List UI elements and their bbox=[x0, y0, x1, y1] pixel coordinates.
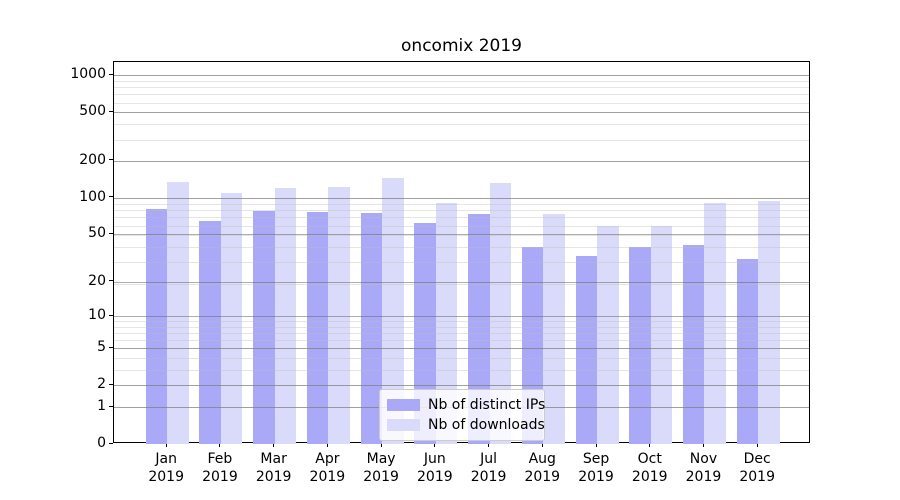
bar-nb-of-distinct-ips-jul-2019 bbox=[468, 213, 490, 444]
bar-nb-of-distinct-ips-nov-2019 bbox=[682, 244, 705, 444]
legend-swatch-downloads-icon bbox=[387, 419, 420, 431]
x-tick-label-feb-2019: Feb 2019 bbox=[202, 451, 238, 485]
y-tick-label-10: 10 bbox=[88, 307, 106, 324]
y-tick-mark-1000 bbox=[109, 73, 113, 75]
x-tick-mark-dec-2019 bbox=[756, 443, 758, 447]
legend-swatch-distinct-ips-icon bbox=[387, 399, 420, 411]
x-tick-mark-jan-2019 bbox=[165, 443, 167, 447]
y-tick-mark-200 bbox=[109, 159, 113, 161]
x-tick-label-sep-2019: Sep 2019 bbox=[578, 451, 614, 485]
x-tick-mark-nov-2019 bbox=[702, 443, 704, 447]
y-tick-label-2: 2 bbox=[97, 376, 106, 393]
bar-nb-of-distinct-ips-mar-2019 bbox=[253, 210, 275, 444]
bar-nb-of-downloads-mar-2019 bbox=[274, 188, 297, 444]
y-tick-mark-20 bbox=[109, 280, 113, 282]
x-tick-mark-jun-2019 bbox=[434, 443, 436, 447]
x-tick-mark-feb-2019 bbox=[219, 443, 221, 447]
y-tick-label-20: 20 bbox=[88, 272, 106, 289]
x-tick-label-oct-2019: Oct 2019 bbox=[631, 451, 668, 485]
bar-nb-of-distinct-ips-apr-2019 bbox=[306, 212, 329, 444]
bar-nb-of-downloads-may-2019 bbox=[382, 178, 404, 444]
bar-nb-of-distinct-ips-oct-2019 bbox=[629, 247, 651, 444]
bar-nb-of-downloads-feb-2019 bbox=[220, 193, 243, 444]
bar-nb-of-downloads-dec-2019 bbox=[758, 200, 780, 444]
y-tick-label-5: 5 bbox=[97, 339, 106, 356]
x-tick-label-may-2019: May 2019 bbox=[363, 451, 399, 485]
legend: Nb of distinct IPs Nb of downloads bbox=[379, 389, 545, 441]
y-tick-mark-500 bbox=[109, 110, 113, 112]
bar-nb-of-downloads-nov-2019 bbox=[704, 202, 726, 444]
x-tick-label-jun-2019: Jun 2019 bbox=[417, 451, 453, 485]
y-tick-label-1: 1 bbox=[97, 398, 106, 414]
x-tick-label-apr-2019: Apr 2019 bbox=[309, 451, 346, 485]
x-tick-mark-jul-2019 bbox=[488, 443, 490, 447]
x-tick-label-aug-2019: Aug 2019 bbox=[524, 451, 561, 485]
y-tick-mark-1 bbox=[109, 405, 113, 407]
y-tick-label-0: 0 bbox=[97, 435, 106, 451]
y-tick-label-100: 100 bbox=[79, 188, 106, 205]
bar-nb-of-downloads-jul-2019 bbox=[489, 183, 512, 444]
bar-nb-of-downloads-aug-2019 bbox=[543, 213, 565, 444]
y-tick-mark-100 bbox=[109, 196, 113, 198]
x-tick-mark-apr-2019 bbox=[326, 443, 328, 447]
y-tick-mark-2 bbox=[109, 383, 113, 385]
plot-area: Nb of distinct IPs Nb of downloads bbox=[113, 61, 810, 444]
bar-nb-of-distinct-ips-dec-2019 bbox=[736, 259, 759, 444]
y-tick-mark-5 bbox=[109, 346, 113, 348]
bar-nb-of-downloads-sep-2019 bbox=[597, 225, 619, 444]
legend-row-distinct-ips: Nb of distinct IPs bbox=[387, 395, 545, 415]
y-tick-label-500: 500 bbox=[79, 103, 106, 120]
x-tick-mark-oct-2019 bbox=[649, 443, 651, 447]
bar-nb-of-distinct-ips-sep-2019 bbox=[575, 255, 598, 444]
x-tick-mark-mar-2019 bbox=[273, 443, 275, 447]
y-tick-mark-0 bbox=[109, 442, 113, 444]
x-tick-label-mar-2019: Mar 2019 bbox=[255, 451, 292, 485]
x-tick-label-jan-2019: Jan 2019 bbox=[148, 451, 184, 485]
x-tick-label-nov-2019: Nov 2019 bbox=[685, 451, 722, 485]
bar-nb-of-downloads-apr-2019 bbox=[328, 186, 350, 444]
chart-title: oncomix 2019 bbox=[401, 36, 522, 56]
legend-label-downloads: Nb of downloads bbox=[428, 417, 545, 433]
bar-nb-of-distinct-ips-feb-2019 bbox=[199, 221, 221, 444]
bar-nb-of-downloads-jan-2019 bbox=[167, 181, 189, 444]
x-tick-mark-aug-2019 bbox=[541, 443, 543, 447]
bars-layer bbox=[114, 62, 809, 444]
legend-label-distinct-ips: Nb of distinct IPs bbox=[428, 397, 546, 413]
bar-nb-of-downloads-oct-2019 bbox=[650, 225, 673, 444]
x-tick-mark-sep-2019 bbox=[595, 443, 597, 447]
y-tick-mark-50 bbox=[109, 232, 113, 234]
x-tick-mark-may-2019 bbox=[380, 443, 382, 447]
x-tick-label-dec-2019: Dec 2019 bbox=[739, 451, 775, 485]
y-tick-label-200: 200 bbox=[79, 151, 106, 168]
y-tick-mark-10 bbox=[109, 314, 113, 316]
bar-nb-of-distinct-ips-jan-2019 bbox=[145, 209, 168, 444]
y-tick-label-50: 50 bbox=[88, 225, 106, 242]
bar-nb-of-downloads-jun-2019 bbox=[435, 203, 458, 444]
bar-nb-of-distinct-ips-jun-2019 bbox=[414, 222, 436, 444]
x-tick-label-jul-2019: Jul 2019 bbox=[470, 451, 507, 485]
y-tick-label-1000: 1000 bbox=[70, 66, 106, 83]
legend-row-downloads: Nb of downloads bbox=[387, 415, 545, 435]
